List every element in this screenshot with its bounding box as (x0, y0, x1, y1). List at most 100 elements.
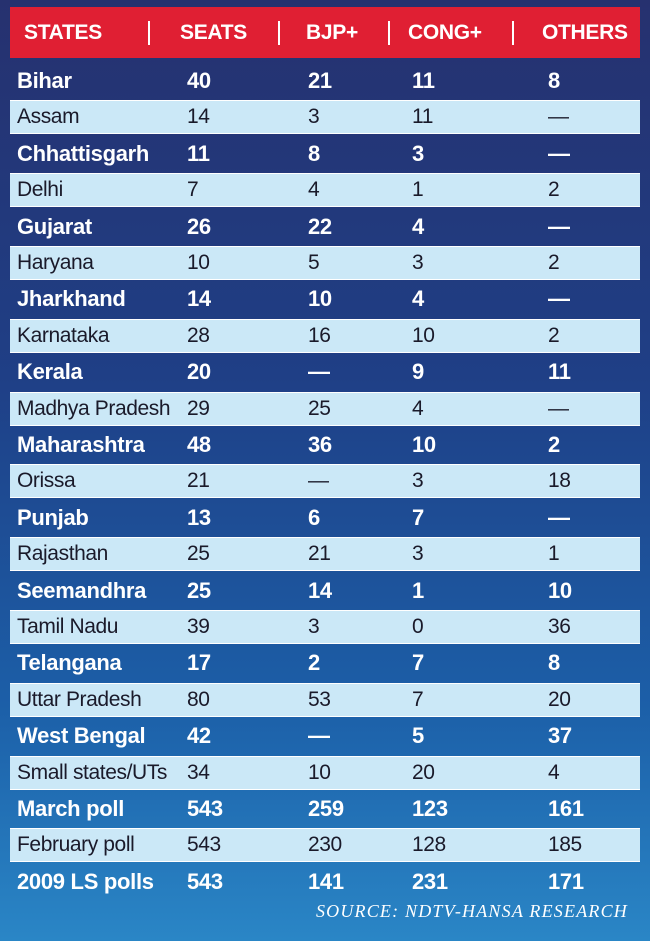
table-cell: 231 (412, 869, 448, 894)
table-row: Delhi 7 4 1 2 (10, 173, 640, 207)
table-cell: — (308, 359, 330, 384)
table-cell: 543 (187, 833, 221, 856)
table-cell: 40 (187, 68, 211, 93)
table-cell: 34 (187, 761, 210, 784)
header-others: OTHERS (542, 21, 628, 44)
table-cell: 8 (548, 650, 560, 675)
table-cell: 8 (548, 68, 560, 93)
table-cell: 6 (308, 505, 320, 530)
table-cell: 1 (412, 178, 424, 201)
table-cell: 123 (412, 796, 448, 821)
table-cell: — (548, 286, 570, 311)
table-cell: 53 (308, 688, 331, 711)
header-divider (148, 21, 150, 45)
table-cell: 7 (412, 688, 424, 711)
row-label: Karnataka (17, 324, 110, 347)
row-label: Kerala (17, 359, 83, 384)
header-divider (388, 21, 390, 45)
table-cell: 3 (412, 251, 424, 274)
table-cell: 4 (412, 286, 424, 311)
table-row: Seemandhra 25 14 1 10 (10, 574, 640, 608)
header-cong: CONG+ (408, 21, 482, 44)
table-row: Orissa 21 — 3 18 (10, 464, 640, 498)
table-cell: 5 (308, 251, 320, 274)
table-cell: 10 (308, 761, 331, 784)
table-cell: 48 (187, 432, 211, 457)
table-row: Rajasthan 25 21 3 1 (10, 537, 640, 571)
row-label: Delhi (17, 178, 63, 201)
table-cell: 4 (548, 761, 560, 784)
table-cell: 10 (308, 286, 332, 311)
table-cell: 9 (412, 359, 424, 384)
row-label: February poll (17, 833, 135, 856)
table-cell: 1 (548, 542, 560, 565)
row-label: Telangana (17, 650, 122, 675)
header-divider (278, 21, 280, 45)
table-cell: 4 (412, 397, 424, 420)
row-label: Maharashtra (17, 432, 145, 457)
table-cell: 25 (308, 397, 331, 420)
table-row: Haryana 10 5 3 2 (10, 246, 640, 280)
table-cell: 259 (308, 796, 344, 821)
table-cell: 80 (187, 688, 210, 711)
table-cell: 3 (412, 469, 424, 492)
table-cell: 5 (412, 723, 424, 748)
row-label: Gujarat (17, 214, 92, 239)
table-cell: 230 (308, 833, 342, 856)
table-cell: — (548, 397, 569, 420)
row-label: Madhya Pradesh (17, 397, 171, 420)
row-label: Assam (17, 105, 80, 128)
row-label: Tamil Nadu (17, 615, 119, 638)
table-row: Gujarat 26 22 4 — (10, 210, 640, 244)
table-row: March poll 543 259 123 161 (10, 792, 640, 826)
table-row: Kerala 20 — 9 11 (10, 355, 640, 389)
table-cell: 1 (412, 578, 424, 603)
row-label: Uttar Pradesh (17, 688, 142, 711)
table-cell: 36 (308, 432, 332, 457)
header-bjp: BJP+ (306, 21, 358, 44)
table-cell: 11 (187, 141, 210, 166)
table-cell: 185 (548, 833, 582, 856)
table-cell: 4 (412, 214, 424, 239)
table-row: Jharkhand 14 10 4 — (10, 282, 640, 316)
table-cell: 21 (187, 469, 210, 492)
table-cell: 37 (548, 723, 572, 748)
table-cell: 3 (308, 615, 320, 638)
table-cell: — (548, 214, 570, 239)
table-cell: — (308, 469, 329, 492)
row-label: Seemandhra (17, 578, 147, 603)
table-row: Bihar 40 21 11 8 (10, 64, 640, 98)
table-row: Madhya Pradesh 29 25 4 — (10, 392, 640, 426)
source-note: SOURCE: NDTV-HANSA RESEARCH (315, 901, 628, 921)
table-cell: 13 (187, 505, 211, 530)
header-seats: SEATS (180, 21, 247, 44)
table-cell: 20 (187, 359, 211, 384)
table-cell: 25 (187, 542, 210, 565)
table-cell: 7 (187, 178, 199, 201)
table-cell: — (548, 141, 570, 166)
table-row: Tamil Nadu 39 3 0 36 (10, 610, 640, 644)
table-cell: 14 (187, 286, 211, 311)
table-cell: 7 (412, 650, 424, 675)
table-row: Maharashtra 48 36 10 2 (10, 428, 640, 462)
table-cell: 141 (308, 869, 344, 894)
table-cell: 2 (548, 324, 560, 347)
table-cell: 161 (548, 796, 584, 821)
table-row: February poll 543 230 128 185 (10, 828, 640, 862)
table-cell: 543 (187, 796, 223, 821)
table-cell: 11 (412, 68, 435, 93)
row-label: West Bengal (17, 723, 146, 748)
table-cell: 26 (187, 214, 211, 239)
table-cell: 20 (548, 688, 571, 711)
table-cell: 17 (187, 650, 211, 675)
table-cell: — (308, 723, 330, 748)
row-label: Chhattisgarh (17, 141, 150, 166)
table-cell: 21 (308, 542, 331, 565)
table-cell: 2 (308, 650, 320, 675)
table-cell: 22 (308, 214, 332, 239)
table-row: Chhattisgarh 11 8 3 — (10, 137, 640, 171)
table-cell: 11 (548, 359, 571, 384)
table-cell: 42 (187, 723, 211, 748)
table-cell: — (548, 505, 570, 530)
table-row: Small states/UTs 34 10 20 4 (10, 756, 640, 790)
